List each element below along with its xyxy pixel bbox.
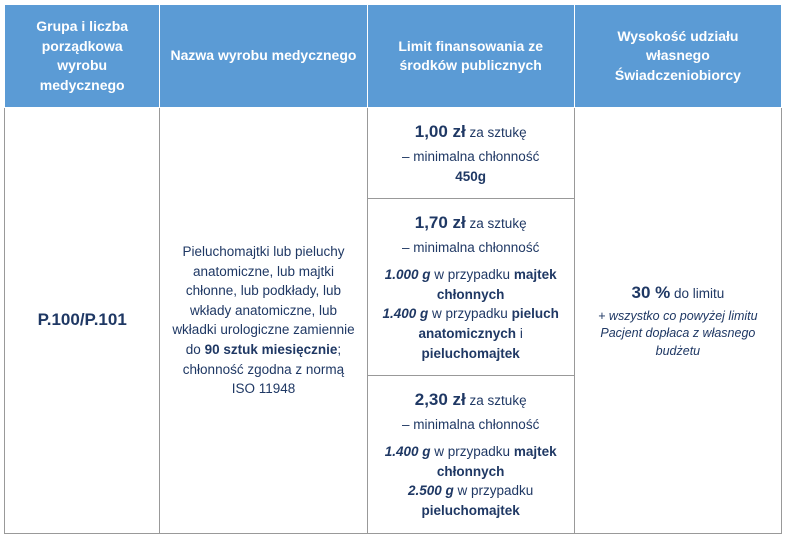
detail-mid: w przypadku xyxy=(454,483,534,498)
tier-unit: za sztukę xyxy=(466,393,527,408)
detail-what2: pieluchomajtek xyxy=(422,346,520,361)
product-code: P.100/P.101 xyxy=(38,310,127,329)
tier-sub: – minimalna chłonność xyxy=(378,238,564,258)
tier-price-line: 1,70 zł za sztukę xyxy=(378,211,564,236)
tier-detail: 1.000 g w przypadku majtek chłonnych xyxy=(378,265,564,304)
header-col4: Wysokość udziału własnego Świadczeniobio… xyxy=(574,5,781,108)
tier-3: 2,30 zł za sztukę – minimalna chłonność … xyxy=(368,376,574,532)
detail-mid: w przypadku xyxy=(431,267,514,282)
detail-what: pieluchomajtek xyxy=(422,503,520,518)
share-pct: 30 % xyxy=(631,283,670,302)
tier-price: 1,00 zł xyxy=(415,122,466,141)
tier-detail: 2.500 g w przypadku pieluchomajtek xyxy=(378,481,564,520)
desc-pre: Pieluchomajtki lub pieluchy anatomiczne,… xyxy=(172,244,354,357)
tier-weight: 450g xyxy=(378,167,564,187)
tier-unit: za sztukę xyxy=(466,125,527,140)
limit-cell: 1,00 zł za sztukę – minimalna chłonność … xyxy=(367,108,574,533)
detail-weight: 1.400 g xyxy=(385,444,431,459)
share-pct-sub: do limitu xyxy=(670,286,724,301)
tier-price-line: 2,30 zł za sztukę xyxy=(378,388,564,413)
header-col3: Limit finansowania ze środków publicznyc… xyxy=(367,5,574,108)
share-note: + wszystko co powyżej limitu Pacjent dop… xyxy=(585,308,771,361)
tier-sub: – minimalna chłonność xyxy=(378,147,564,167)
product-code-cell: P.100/P.101 xyxy=(5,108,160,533)
detail-weight: 1.400 g xyxy=(383,306,429,321)
share-cell: 30 % do limitu + wszystko co powyżej lim… xyxy=(574,108,781,533)
data-row: P.100/P.101 Pieluchomajtki lub pieluchy … xyxy=(5,108,782,533)
reimbursement-table: Grupa i liczba porządkowa wyrobu medyczn… xyxy=(4,4,782,534)
detail-weight: 1.000 g xyxy=(385,267,431,282)
tier-detail: 1.400 g w przypadku majtek chłonnych xyxy=(378,442,564,481)
detail-mid: w przypadku xyxy=(428,306,511,321)
tier-1: 1,00 zł za sztukę – minimalna chłonność … xyxy=(368,108,574,199)
tier-price: 1,70 zł xyxy=(415,213,466,232)
tier-sub: – minimalna chłonność xyxy=(378,415,564,435)
header-col2: Nazwa wyrobu medycznego xyxy=(160,5,367,108)
share-line: 30 % do limitu xyxy=(585,281,771,306)
desc-bold: 90 sztuk miesięcznie xyxy=(205,342,338,357)
product-description-cell: Pieluchomajtki lub pieluchy anatomiczne,… xyxy=(160,108,367,533)
tier-2: 1,70 zł za sztukę – minimalna chłonność … xyxy=(368,199,574,376)
header-col1: Grupa i liczba porządkowa wyrobu medyczn… xyxy=(5,5,160,108)
detail-weight: 2.500 g xyxy=(408,483,454,498)
tier-detail: 1.400 g w przypadku pieluch anatomicznyc… xyxy=(378,304,564,363)
header-row: Grupa i liczba porządkowa wyrobu medyczn… xyxy=(5,5,782,108)
detail-mid: w przypadku xyxy=(431,444,514,459)
tier-unit: za sztukę xyxy=(466,216,527,231)
tier-price: 2,30 zł xyxy=(415,390,466,409)
tier-price-line: 1,00 zł za sztukę xyxy=(378,120,564,145)
detail-and: i xyxy=(516,326,523,341)
